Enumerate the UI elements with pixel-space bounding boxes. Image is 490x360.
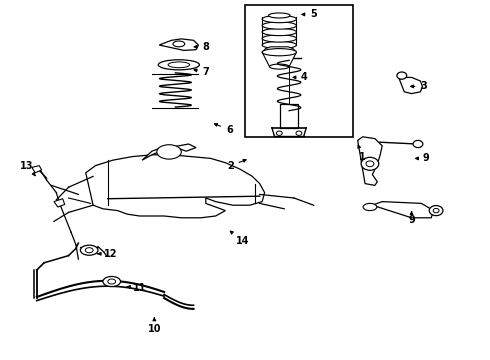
Ellipse shape (366, 161, 374, 167)
Text: 4: 4 (293, 72, 307, 82)
Polygon shape (372, 202, 434, 218)
Polygon shape (32, 166, 42, 173)
Text: 2: 2 (227, 159, 246, 171)
Ellipse shape (262, 41, 296, 49)
Ellipse shape (269, 13, 290, 18)
Text: 9: 9 (408, 212, 415, 225)
Polygon shape (86, 155, 265, 218)
Ellipse shape (361, 157, 379, 170)
Polygon shape (159, 39, 198, 50)
Ellipse shape (262, 28, 296, 36)
Ellipse shape (262, 49, 296, 56)
Ellipse shape (173, 41, 185, 47)
Ellipse shape (168, 62, 190, 68)
Text: 3: 3 (411, 81, 427, 91)
Ellipse shape (433, 208, 439, 213)
Ellipse shape (262, 15, 296, 23)
Text: 6: 6 (215, 123, 233, 135)
Polygon shape (262, 47, 296, 67)
Ellipse shape (262, 22, 296, 29)
Polygon shape (399, 77, 422, 94)
Text: 1: 1 (358, 145, 366, 162)
Ellipse shape (413, 140, 423, 148)
Bar (245, 5, 353, 137)
Polygon shape (142, 144, 196, 160)
Ellipse shape (363, 203, 377, 211)
Ellipse shape (80, 245, 98, 255)
Ellipse shape (157, 145, 181, 159)
Ellipse shape (276, 131, 282, 135)
Ellipse shape (296, 131, 302, 135)
Text: 8: 8 (194, 42, 209, 52)
Ellipse shape (108, 279, 116, 284)
Text: 7: 7 (194, 67, 209, 77)
Ellipse shape (429, 206, 443, 216)
Text: 13: 13 (20, 161, 35, 176)
Polygon shape (54, 199, 65, 207)
Ellipse shape (270, 64, 289, 69)
Ellipse shape (262, 35, 296, 42)
Ellipse shape (85, 248, 93, 253)
Ellipse shape (158, 60, 199, 70)
Polygon shape (358, 137, 382, 185)
Bar (280, 104, 298, 128)
Text: 12: 12 (98, 249, 117, 259)
Ellipse shape (397, 72, 407, 79)
Text: 9: 9 (416, 153, 430, 163)
Ellipse shape (103, 276, 121, 287)
Text: 5: 5 (302, 9, 317, 19)
Text: 14: 14 (230, 231, 249, 246)
Text: 10: 10 (147, 318, 161, 334)
Text: 11: 11 (127, 283, 147, 293)
